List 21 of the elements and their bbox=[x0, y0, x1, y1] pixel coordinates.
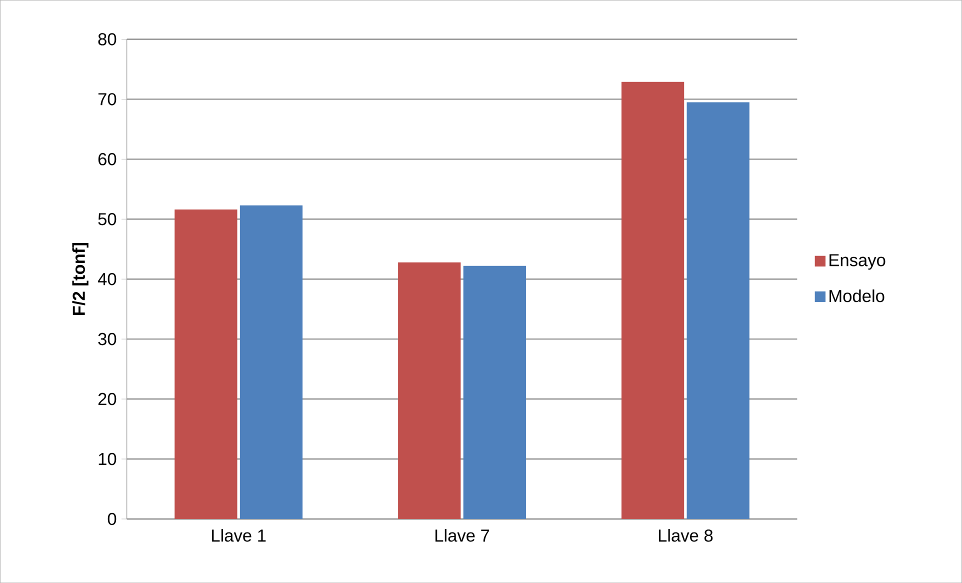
y-tick-label: 10 bbox=[98, 452, 116, 466]
y-tick-label: 40 bbox=[98, 272, 116, 286]
bar bbox=[686, 102, 750, 519]
legend-label: Modelo bbox=[830, 289, 884, 302]
y-tick-label: 80 bbox=[98, 33, 116, 46]
bar bbox=[621, 82, 684, 519]
bar bbox=[463, 266, 526, 519]
y-axis-title: F/2 [tonf] bbox=[72, 242, 88, 315]
legend-label: Ensayo bbox=[830, 254, 886, 270]
y-tick-label: 20 bbox=[98, 392, 116, 406]
bar bbox=[174, 209, 238, 519]
x-tick-label: Llave 7 bbox=[436, 528, 490, 542]
y-tick-label: 60 bbox=[98, 152, 116, 166]
x-tick-label: Llave 1 bbox=[212, 528, 266, 542]
bar bbox=[240, 205, 303, 519]
y-tick-label: 30 bbox=[98, 332, 116, 346]
x-tick-label: Llave 8 bbox=[658, 528, 713, 542]
y-tick-label: 50 bbox=[98, 212, 116, 226]
bar bbox=[398, 262, 461, 519]
y-tick-label: 70 bbox=[98, 92, 116, 106]
y-tick-label: 0 bbox=[108, 512, 116, 526]
